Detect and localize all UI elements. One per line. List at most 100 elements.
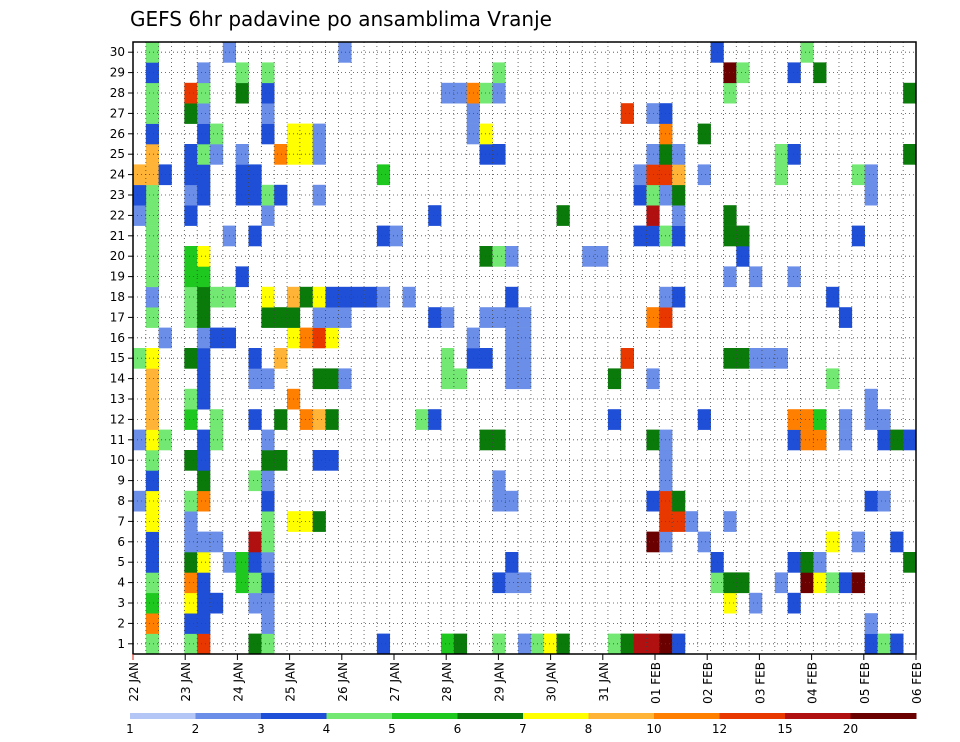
y-tick-label: 23	[110, 188, 125, 202]
heatmap-cell	[145, 368, 159, 390]
heatmap-cell	[492, 572, 506, 594]
heatmap-cell	[890, 429, 904, 451]
heatmap-cell	[864, 633, 878, 655]
x-tick-label: 26 JAN	[336, 662, 350, 702]
heatmap-cell	[184, 552, 198, 573]
heatmap-cell	[325, 286, 339, 308]
heatmap-cell	[723, 592, 737, 614]
heatmap-cell	[145, 82, 159, 104]
heatmap-cell	[864, 388, 878, 410]
heatmap-cell	[518, 368, 532, 390]
heatmap-cell	[505, 368, 519, 390]
heatmap-cell	[518, 327, 532, 349]
heatmap-cell	[851, 572, 865, 594]
heatmap-cell	[184, 286, 198, 308]
x-tick-label: 29 JAN	[492, 662, 506, 702]
heatmap-cell	[761, 348, 776, 369]
heatmap-cell	[492, 490, 506, 512]
heatmap-cell	[197, 429, 211, 451]
heatmap-cell	[274, 409, 288, 430]
heatmap-cell	[723, 348, 737, 369]
heatmap-cell	[672, 633, 686, 655]
heatmap-cell	[633, 164, 647, 186]
heatmap-cell	[145, 205, 159, 226]
heatmap-cell	[184, 82, 198, 104]
heatmap-cell	[851, 164, 865, 186]
heatmap-cell	[235, 552, 249, 573]
y-tick-label: 2	[117, 616, 125, 630]
y-tick-label: 27	[110, 106, 125, 120]
heatmap-cell	[492, 470, 506, 492]
heatmap-cell	[197, 62, 211, 84]
heatmap-cell	[197, 633, 211, 655]
heatmap-cell	[364, 286, 378, 308]
heatmap-cell	[453, 82, 468, 104]
heatmap-cell	[723, 266, 737, 288]
heatmap-cell	[197, 123, 211, 145]
heatmap-cell	[197, 388, 211, 410]
heatmap-cell	[197, 470, 211, 492]
heatmap-cell	[864, 184, 878, 206]
heatmap-cell	[145, 307, 159, 328]
x-tick-label: 22 JAN	[127, 662, 141, 702]
heatmap-cell	[492, 144, 506, 165]
heatmap-cell	[210, 327, 224, 349]
colorbar-swatch	[654, 713, 720, 719]
heatmap-cell	[800, 429, 814, 451]
heatmap-cell	[197, 286, 211, 308]
heatmap-cell	[633, 633, 647, 655]
heatmap-cell	[184, 388, 198, 410]
colorbar-swatch	[457, 713, 524, 719]
heatmap-cell	[800, 42, 814, 63]
heatmap-cell	[261, 307, 275, 328]
heatmap-cell	[210, 144, 224, 165]
heatmap-cell	[787, 409, 801, 430]
heatmap-cell	[325, 450, 339, 471]
y-tick-label: 15	[110, 351, 125, 365]
heatmap-cell	[235, 62, 249, 84]
heatmap-cell	[312, 286, 326, 308]
heatmap-cell	[441, 307, 455, 328]
y-tick-label: 10	[110, 453, 125, 467]
heatmap-cell	[145, 246, 159, 267]
heatmap-cell	[145, 388, 159, 410]
colorbar-label: 5	[388, 722, 396, 736]
y-tick-label: 11	[110, 433, 125, 447]
heatmap-cell	[556, 633, 570, 655]
heatmap-cell	[800, 572, 814, 594]
heatmap-cell	[505, 348, 519, 369]
heatmap-cell	[261, 511, 275, 532]
heatmap-cell	[723, 62, 737, 84]
heatmap-cell	[479, 246, 493, 267]
heatmap-cell	[672, 490, 686, 512]
heatmap-cell	[428, 205, 442, 226]
heatmap-cell	[210, 592, 224, 614]
heatmap-cell	[518, 307, 532, 328]
heatmap-cell	[261, 572, 275, 594]
heatmap-cell	[338, 368, 352, 390]
heatmap-cell	[736, 62, 750, 84]
heatmap-cell	[197, 450, 211, 471]
heatmap-cell	[312, 450, 326, 471]
heatmap-cell	[235, 184, 249, 206]
heatmap-cell	[248, 572, 262, 594]
heatmap-cell	[672, 164, 686, 186]
heatmap-cell	[248, 368, 262, 390]
heatmap-cell	[299, 123, 314, 145]
x-tick-label: 24 JAN	[231, 662, 245, 702]
heatmap-cell	[248, 552, 262, 573]
heatmap-cell	[145, 348, 159, 369]
y-tick-label: 18	[110, 290, 125, 304]
heatmap-cell	[184, 205, 198, 226]
colorbar-label: 3	[257, 722, 265, 736]
heatmap-cell	[338, 307, 352, 328]
y-tick-label: 4	[117, 576, 125, 590]
x-tick-label: 30 JAN	[545, 662, 559, 702]
x-tick-label: 31 JAN	[597, 662, 611, 702]
heatmap-cell	[184, 613, 198, 634]
heatmap-cell	[505, 327, 519, 349]
heatmap-cell	[197, 144, 211, 165]
heatmap-cell	[261, 429, 275, 451]
heatmap-cell	[518, 633, 532, 655]
heatmap-cell	[672, 286, 686, 308]
